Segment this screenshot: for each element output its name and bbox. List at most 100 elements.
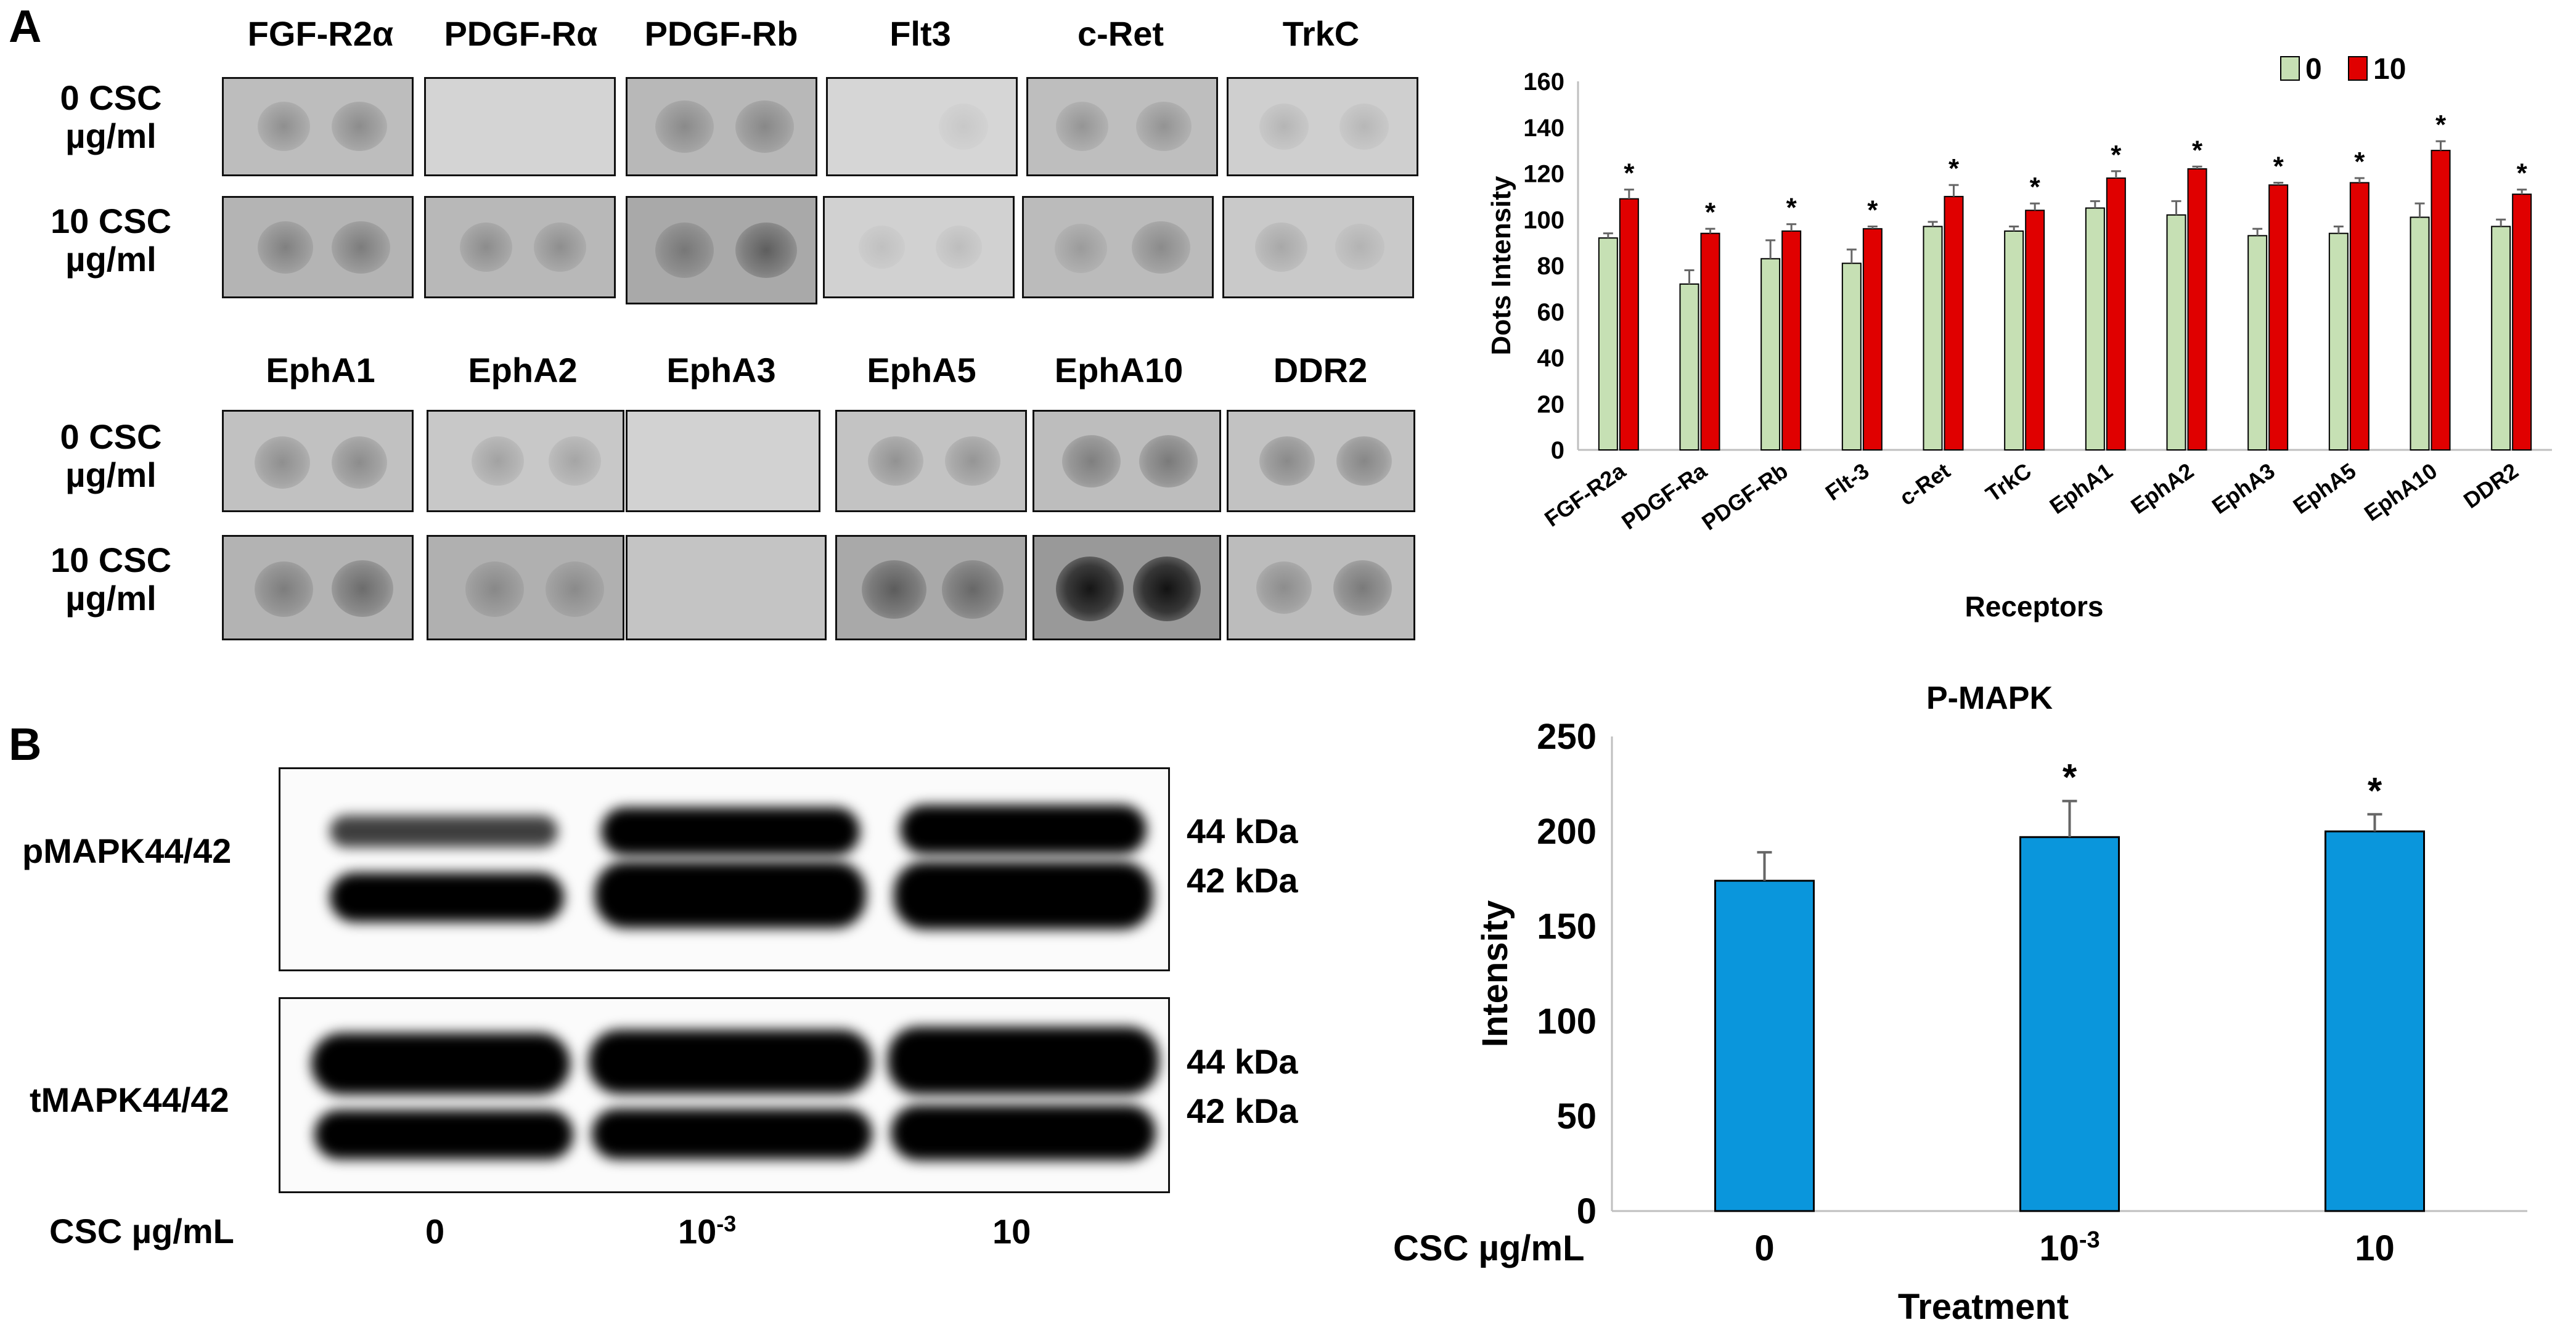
x-tick-label: EphA1 [2045,458,2117,519]
dot-blot [427,410,624,512]
dot [1259,104,1309,150]
bar [1781,230,1802,451]
significance-asterisk: * [2368,770,2382,811]
dot [655,222,714,278]
x-tick-label: EphA5 [2289,458,2361,519]
bar [2166,214,2186,451]
bar [1714,879,1815,1212]
x-tick-label: EphA3 [2207,458,2280,519]
kda-label: 42 kDa [1187,1091,1298,1130]
bar [1841,263,1862,451]
x-tick-label: 10-3 [2039,1227,2100,1268]
dot [1139,435,1198,487]
chart-title: P-MAPK [1926,680,2053,716]
band-42kda [314,1110,573,1159]
y-tick-label: 120 [1523,161,1564,188]
condition-label-10: 10 CSC µg/ml [25,541,197,618]
x-tick-label: PDGF-Ra [1617,457,1712,534]
legend-swatch-10 [2348,56,2368,81]
bar [2025,210,2045,451]
band-42kda [595,862,866,928]
band-44kda [888,1027,1159,1095]
x-tick-label: TrkC [1981,458,2036,507]
dot [1132,221,1190,274]
bar [2247,235,2268,451]
y-tick-label: 140 [1523,115,1564,142]
dot [1259,436,1315,486]
y-axis-title: Dots Intensity [1486,176,1516,355]
dot-blot [424,196,616,298]
dot [465,561,524,617]
dot [258,102,310,151]
blot-name-tmapk: tMAPK44/42 [30,1080,229,1119]
bar [1598,237,1618,451]
condition-label-line2: µg/ml [65,116,157,155]
y-tick-label: 250 [1537,717,1597,757]
dot [735,100,794,153]
y-tick-label: 100 [1537,1001,1597,1042]
dot [939,104,988,150]
treatment-label: CSC µg/mL [1393,1228,1585,1268]
dot [255,561,313,617]
dot [460,222,512,272]
band-44kda [311,1033,570,1095]
antibody-label: EphA2 [468,351,578,390]
significance-asterisk: * [2030,172,2041,202]
bar [2106,177,2126,451]
bar [2085,207,2105,451]
x-tick-label: EphA10 [2360,458,2442,526]
bar [2491,226,2511,451]
panel-b-letter: B [9,719,42,770]
dot [1336,436,1392,486]
dot-blot [1227,535,1415,640]
bar [1619,198,1639,451]
dot-blot [626,535,827,640]
condition-label-10: 10 CSC µg/ml [25,202,197,279]
significance-asterisk: * [2063,757,2077,798]
dot [1055,224,1107,273]
kda-label: 42 kDa [1187,861,1298,900]
condition-label-line1: 10 CSC [50,541,172,579]
dot-blot [222,196,414,298]
dot [868,436,923,486]
x-axis-title: Treatment [1898,1287,2069,1327]
y-tick-label: 80 [1537,253,1565,280]
dot-blot [823,196,1015,298]
x-tick-label: DDR2 [2459,458,2523,513]
y-tick-label: 160 [1523,68,1564,96]
significance-asterisk: * [1948,153,1960,184]
significance-asterisk: * [1867,195,1878,225]
antibody-label: TrkC [1282,14,1360,53]
dot [1255,222,1307,272]
treatment-label: CSC µg/mL [49,1212,234,1250]
significance-asterisk: * [2354,147,2365,177]
dot [1335,224,1384,270]
dot-blot [826,77,1018,176]
dot [859,226,905,269]
dot-blot [1032,535,1221,640]
bar [2512,194,2532,451]
significance-asterisk: * [2111,140,2122,170]
antibody-label: EphA10 [1054,351,1184,390]
dot [1133,557,1201,621]
antibody-label: c-Ret [1077,14,1164,53]
antibody-label: FGF-R2α [247,14,394,53]
dot [735,222,797,278]
antibody-label: PDGF-Rα [444,14,598,53]
x-tick-label: PDGF-Rb [1697,458,1793,535]
antibody-label: PDGF-Rb [644,14,798,53]
x-tick-label: 10 [2355,1228,2395,1268]
significance-asterisk: * [2517,158,2528,189]
dot [942,560,1004,619]
y-tick-label: 40 [1537,345,1565,372]
dot [332,221,390,274]
dot [1333,560,1392,616]
dot [255,436,310,489]
bar [1944,195,1964,451]
condition-label-line1: 10 CSC [50,202,172,240]
y-tick-label: 0 [1577,1191,1597,1231]
pmapk-intensity-chart: P-MAPK 0 50 100 150 200 250 0 * 10-3 * 10 CSC µg/mL T… [1393,680,2527,1327]
dot [332,560,393,617]
band-42kda [894,862,1153,929]
legend-label-10: 10 [2373,53,2406,86]
